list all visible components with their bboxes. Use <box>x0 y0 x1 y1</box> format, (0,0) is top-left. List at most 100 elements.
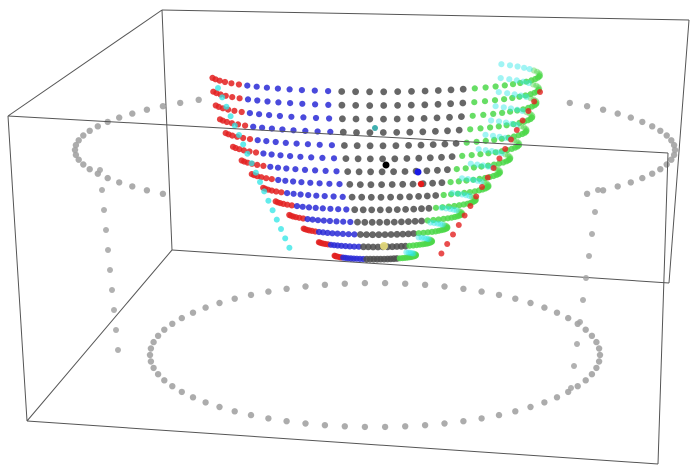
cloud-point <box>513 77 520 84</box>
upper-projection-point <box>583 103 591 110</box>
cloud-point <box>284 190 291 197</box>
cloud-point <box>274 164 282 171</box>
cloud-point <box>506 62 514 69</box>
cloud-point <box>263 138 270 145</box>
floor-projection-point <box>527 403 534 411</box>
upper-projection-point <box>129 183 136 190</box>
cloud-point <box>299 203 306 210</box>
cloud-point <box>366 142 374 150</box>
floor-projection-point <box>265 288 272 295</box>
cloud-point <box>447 86 455 94</box>
box-edge-back-right <box>668 19 690 284</box>
side-projection-point <box>586 253 592 259</box>
cloud-point <box>265 197 272 204</box>
cloud-point <box>467 160 474 167</box>
cloud-point <box>393 206 401 214</box>
cloud-point <box>423 167 431 175</box>
marker-black-point <box>382 161 390 169</box>
cloud-point <box>286 86 293 93</box>
upper-projection-point <box>116 114 123 121</box>
cloud-point <box>434 166 441 174</box>
cloud-point <box>441 140 449 148</box>
cloud-point <box>376 206 384 214</box>
cloud-point <box>330 155 338 162</box>
cloud-point <box>434 87 442 94</box>
cloud-point <box>474 161 481 168</box>
cloud-point <box>316 180 323 187</box>
cloud-point <box>366 129 374 137</box>
cloud-point <box>258 174 265 181</box>
cloud-point <box>312 114 320 122</box>
cloud-point <box>359 206 367 214</box>
cloud-point <box>242 122 249 129</box>
cloud-point <box>447 179 454 186</box>
floor-projection-point <box>582 377 589 384</box>
box-edge-back-bottom <box>171 249 670 284</box>
cloud-point <box>229 94 236 101</box>
cloud-point <box>508 120 516 127</box>
side-projection-point <box>574 341 580 347</box>
cloud-point <box>405 142 412 149</box>
upper-projection-point <box>657 127 664 134</box>
cloud-point <box>450 231 456 238</box>
cloud-point <box>426 154 434 162</box>
floor-projection-point <box>596 351 604 359</box>
cloud-point <box>418 217 425 225</box>
cloud-point <box>489 132 497 139</box>
cloud-point <box>484 174 491 181</box>
cloud-point <box>298 87 305 94</box>
cloud-point <box>260 150 267 157</box>
floor-projection-point <box>593 364 600 372</box>
cloud-point <box>409 180 417 188</box>
cloud-point <box>438 250 445 257</box>
upper-projection-point <box>159 190 167 197</box>
cloud-point <box>438 204 445 211</box>
cloud-point <box>248 160 255 167</box>
upper-projection-point <box>94 123 102 130</box>
cloud-point <box>394 102 401 109</box>
upper-projection-point <box>159 103 167 110</box>
upper-projection-point <box>627 179 634 186</box>
side-projection-point <box>97 167 103 173</box>
cloud-point <box>353 142 361 150</box>
cloud-point <box>525 79 532 87</box>
cloud-point <box>240 141 247 148</box>
cloud-point <box>508 136 514 143</box>
cloud-point <box>272 138 279 146</box>
cloud-point <box>339 128 347 136</box>
cloud-point <box>487 124 494 131</box>
cloud-point <box>501 96 508 103</box>
cloud-point <box>286 244 293 251</box>
box-edge-left-top <box>7 9 163 117</box>
cloud-point <box>250 123 257 130</box>
cloud-point <box>447 100 454 108</box>
floor-projection-point <box>402 423 409 430</box>
cloud-point <box>438 179 446 187</box>
cloud-point <box>498 61 505 68</box>
floor-projection-point <box>202 399 209 406</box>
floor-projection-point <box>283 418 290 425</box>
cloud-point <box>394 88 402 95</box>
cloud-point <box>393 230 401 238</box>
cloud-point <box>470 176 477 183</box>
cloud-point <box>264 98 271 105</box>
cloud-point <box>329 230 336 237</box>
cloud-point <box>432 127 439 135</box>
floor-projection-point <box>231 295 238 302</box>
cloud-point <box>216 77 223 84</box>
cloud-point <box>327 205 334 212</box>
cloud-point <box>471 85 478 92</box>
cloud-point <box>531 98 538 105</box>
cloud-point <box>432 192 440 199</box>
cloud-point <box>305 204 313 211</box>
floor-projection-point <box>588 332 596 339</box>
floor-projection-point <box>247 411 255 419</box>
floor-projection-point <box>202 304 209 311</box>
cloud-point <box>288 113 295 120</box>
floor-projection-point <box>341 423 348 430</box>
cloud-point <box>352 115 360 123</box>
cloud-point <box>288 202 295 209</box>
cloud-point <box>356 181 364 189</box>
upper-projection-point <box>639 118 646 126</box>
cloud-point <box>319 154 326 161</box>
